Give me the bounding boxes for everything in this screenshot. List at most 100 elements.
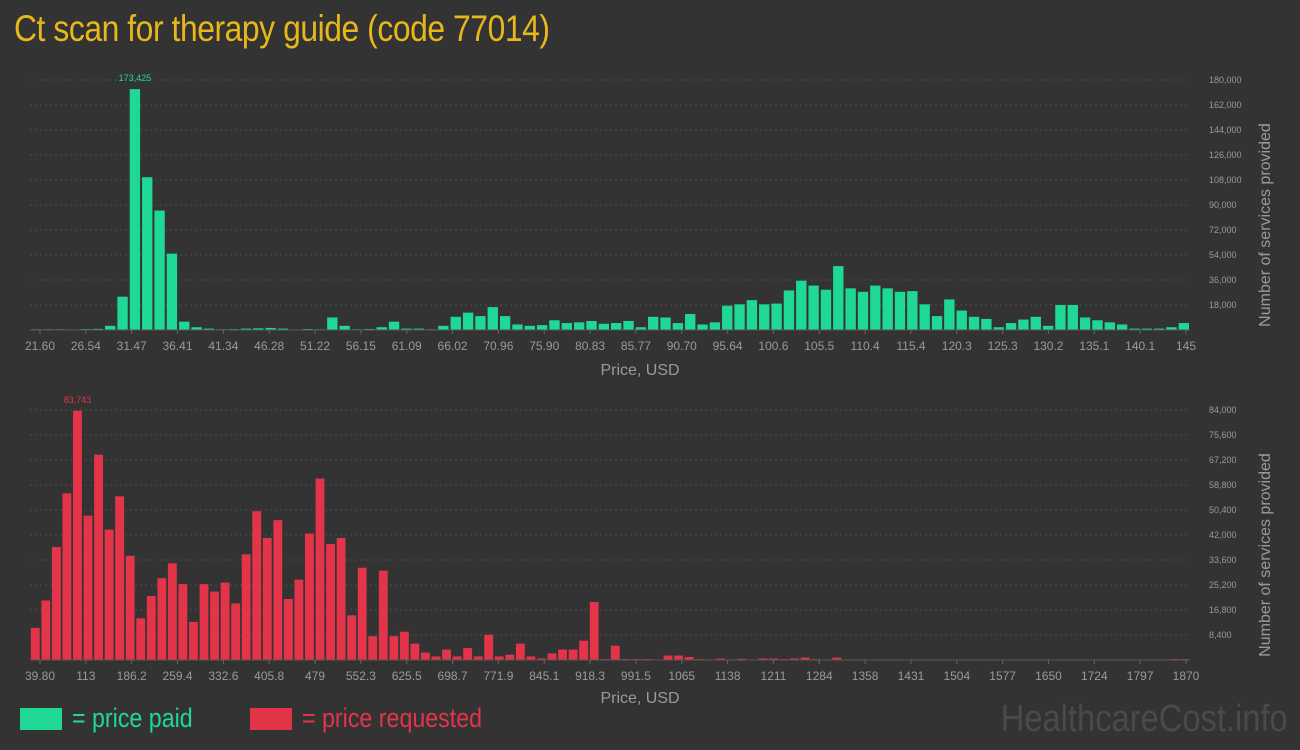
- x-tick-label: 21.60: [25, 339, 55, 353]
- bar: [790, 658, 799, 660]
- bar: [981, 318, 992, 330]
- bar: [1116, 324, 1128, 330]
- bar: [199, 584, 209, 660]
- bar: [808, 285, 819, 330]
- y-axis-title: Number of services provided: [1257, 453, 1274, 657]
- bar: [1153, 328, 1165, 330]
- bar: [919, 304, 930, 330]
- x-tick-label: 115.4: [896, 339, 925, 353]
- bar: [376, 327, 387, 330]
- bar: [512, 324, 523, 330]
- x-tick-label: 259.4: [163, 669, 193, 683]
- legend-label-paid: = price paid: [72, 703, 193, 733]
- bar: [378, 570, 388, 660]
- bar: [178, 584, 188, 660]
- x-tick-label: 125.3: [988, 339, 1018, 353]
- bar: [663, 655, 673, 660]
- y-tick-label: 108,000: [1209, 175, 1242, 185]
- bar: [956, 310, 967, 330]
- bar: [1067, 305, 1078, 330]
- bar: [189, 621, 198, 660]
- x-tick-label: 1724: [1081, 669, 1108, 683]
- x-tick-label: 39.80: [25, 669, 55, 683]
- bar: [610, 645, 620, 660]
- bar: [401, 328, 412, 330]
- bar: [294, 579, 304, 660]
- x-tick-label: 625.5: [392, 669, 422, 683]
- x-tick-label: 1358: [852, 669, 879, 683]
- y-axis-title: Number of services provided: [1257, 123, 1274, 327]
- bar: [105, 325, 116, 330]
- bar: [283, 598, 293, 660]
- y-tick-label: 58,800: [1209, 480, 1237, 490]
- bar: [125, 555, 135, 660]
- bar: [537, 658, 546, 660]
- bar: [1178, 323, 1190, 330]
- bar: [515, 643, 525, 660]
- bar: [157, 578, 167, 660]
- bar: [104, 529, 114, 660]
- y-tick-label: 16,800: [1209, 605, 1237, 615]
- bar: [716, 658, 726, 660]
- bar: [413, 328, 424, 330]
- bar: [1129, 328, 1140, 330]
- x-tick-label: 113: [76, 669, 95, 683]
- bar: [796, 280, 807, 330]
- bar: [1141, 328, 1152, 330]
- bar: [944, 299, 955, 330]
- bar: [462, 312, 474, 330]
- x-tick-label: 1870: [1173, 669, 1200, 683]
- peak-value-label: 83,743: [64, 395, 92, 405]
- x-tick-label: 110.4: [851, 339, 880, 353]
- x-tick-label: 95.64: [713, 339, 743, 353]
- bar: [505, 654, 515, 660]
- bar: [265, 327, 276, 330]
- x-tick-label: 85.77: [621, 339, 651, 353]
- y-tick-label: 67,200: [1209, 455, 1237, 465]
- bar: [769, 658, 778, 660]
- bar: [759, 304, 770, 330]
- bar: [685, 314, 696, 330]
- y-tick-label: 162,000: [1209, 100, 1242, 110]
- bar: [142, 177, 153, 330]
- bar: [499, 316, 511, 330]
- y-tick-label: 90,000: [1209, 200, 1237, 210]
- y-tick-label: 25,200: [1209, 580, 1237, 590]
- bar: [1055, 305, 1066, 330]
- bar: [146, 596, 156, 660]
- legend-price-requested: = price requested: [250, 703, 511, 734]
- y-tick-label: 54,000: [1209, 250, 1237, 260]
- y-tick-label: 18,000: [1209, 300, 1237, 310]
- x-tick-label: 36.41: [163, 339, 193, 353]
- peak-value-label: 173,425: [119, 73, 152, 83]
- y-tick-label: 42,000: [1209, 530, 1237, 540]
- x-tick-label: 140.1: [1125, 339, 1155, 353]
- x-tick-label: 51.22: [300, 339, 330, 353]
- x-tick-label: 46.28: [254, 339, 284, 353]
- bar: [438, 325, 449, 330]
- bar: [252, 511, 262, 660]
- bar: [536, 325, 548, 330]
- bar: [388, 321, 400, 330]
- bar: [568, 649, 578, 660]
- y-tick-label: 144,000: [1209, 125, 1242, 135]
- y-tick-label: 72,000: [1209, 225, 1237, 235]
- bar: [561, 323, 572, 330]
- x-tick-label: 479: [305, 669, 325, 683]
- x-tick-label: 90.70: [667, 339, 697, 353]
- bar: [758, 658, 768, 660]
- x-tick-label: 552.3: [346, 669, 376, 683]
- bar: [1092, 320, 1103, 330]
- bar: [484, 634, 494, 660]
- bar: [579, 640, 589, 660]
- x-tick-label: 991.5: [621, 669, 651, 683]
- x-tick-label: 26.54: [71, 339, 101, 353]
- y-tick-label: 126,000: [1209, 150, 1242, 160]
- bar: [62, 493, 72, 660]
- x-tick-label: 41.34: [208, 339, 238, 353]
- bar: [210, 591, 219, 660]
- bar: [526, 656, 536, 660]
- bar: [117, 296, 128, 330]
- bar: [51, 546, 61, 660]
